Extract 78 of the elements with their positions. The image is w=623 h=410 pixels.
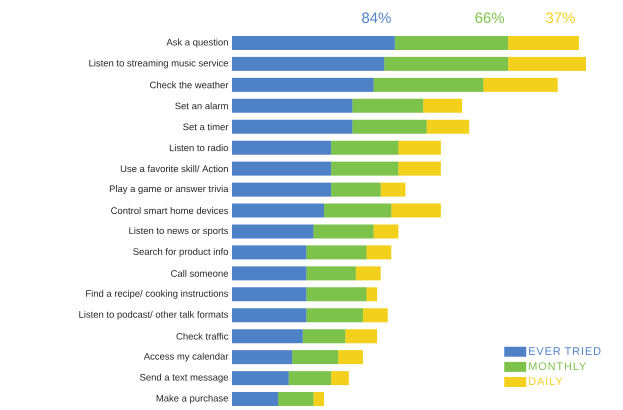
bar [232,350,292,364]
y-tick-label: Check the weather [150,82,228,89]
bar [232,266,306,281]
bar [380,182,406,197]
bar [232,371,289,386]
bar [331,140,398,155]
bar [324,204,392,218]
bar [362,308,388,323]
bar [331,182,381,197]
bar [384,57,508,72]
bar [313,224,374,239]
y-tick-label: Listen to podcast/ other talk formats [79,311,228,320]
bar [232,392,278,406]
bar [345,329,378,344]
text: 66% [475,12,504,24]
bar [232,57,384,72]
y-tick-label: Control smart home devices [111,207,228,214]
legend-label: DAILY [529,378,562,386]
y-tick-label: Search for product info [133,248,228,258]
bar [483,78,558,92]
bar [288,371,332,386]
y-tick-label: Make a purchase [156,394,228,404]
bar [232,288,306,302]
y-tick-label: Call someone [171,270,228,278]
bar [232,308,306,323]
y-tick-label: Listen to radio [170,144,228,152]
text: 84% [362,12,391,24]
bar [398,162,441,176]
y-tick-label: Use a favorite skill/ Action [120,165,228,172]
legend-label: EVER TRIED [529,348,600,356]
y-tick-label: Find a recipe/ cooking instructions [86,290,228,299]
bar [423,99,462,114]
bar [278,392,314,406]
y-tick-label: Listen to news or sports [129,227,228,236]
bar [232,246,306,260]
bar [352,120,427,134]
bar [374,224,398,239]
bar [306,308,363,323]
bar [302,329,346,344]
bar [232,78,374,92]
y-tick-label: Access my calendar [144,352,228,362]
bar [232,99,352,114]
bar [366,288,378,302]
bar [356,266,381,281]
bar [508,36,579,50]
bar [306,288,367,302]
bar [366,246,392,260]
bar [292,350,338,364]
bar [391,204,441,218]
bar [374,78,484,92]
bar [232,140,332,155]
bar [508,57,586,72]
bar [232,224,314,239]
y-tick-label: Listen to streaming music service [89,60,228,69]
bar [313,392,324,406]
bar [232,329,303,344]
bar [352,99,424,114]
bar [426,120,470,134]
y-tick-label: Play a game or answer trivia [110,185,228,194]
bar [338,350,363,364]
bar [398,140,441,155]
y-tick-label: Check traffic [176,332,228,340]
bar [232,36,395,50]
bar [232,204,324,218]
y-tick-label: Set an alarm [175,102,228,110]
bar [331,162,398,176]
legend-label: MONTHLY [529,362,586,370]
bar [306,246,367,260]
bar [232,182,332,197]
text: 37% [546,12,575,24]
bar [331,371,349,386]
bar [232,162,332,176]
y-tick-label: Set a timer [183,124,228,130]
y-tick-label: Send a text message [140,374,228,383]
bar [394,36,508,50]
bar [232,120,352,134]
y-tick-label: Ask a question [166,38,228,48]
bar [306,266,356,281]
